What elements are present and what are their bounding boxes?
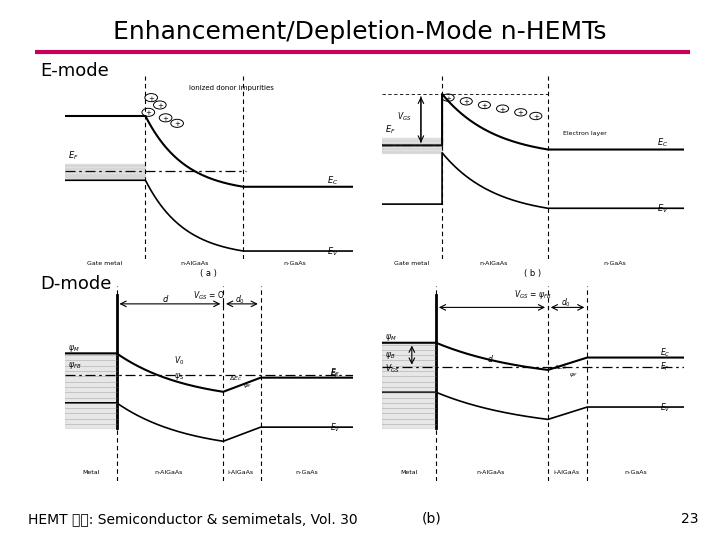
Text: n-GaAs: n-GaAs — [284, 261, 307, 266]
Text: $d$: $d$ — [162, 293, 169, 304]
Text: +: + — [145, 110, 151, 116]
Text: +: + — [148, 96, 154, 102]
Text: HEMT 관련: Semiconductor & semimetals, Vol. 30: HEMT 관련: Semiconductor & semimetals, Vol… — [28, 512, 358, 526]
Text: $\psi_S$: $\psi_S$ — [174, 371, 184, 382]
Text: n-GaAs: n-GaAs — [624, 470, 647, 475]
Text: Ionized donor impurities: Ionized donor impurities — [189, 85, 274, 91]
Text: i-AlGaAs: i-AlGaAs — [553, 470, 579, 475]
Text: Enhancement/Depletion-Mode n-HEMTs: Enhancement/Depletion-Mode n-HEMTs — [113, 20, 607, 44]
Text: $V_0$: $V_0$ — [174, 355, 184, 367]
Text: +: + — [157, 103, 163, 109]
Text: D-mode: D-mode — [40, 275, 112, 293]
Text: $E_V$: $E_V$ — [660, 402, 670, 414]
Text: $\psi_B$: $\psi_B$ — [384, 350, 395, 361]
Text: $d_0$: $d_0$ — [561, 296, 571, 309]
Text: +: + — [518, 110, 523, 116]
Text: n-AlGaAs: n-AlGaAs — [476, 470, 505, 475]
Text: n-AlGaAs: n-AlGaAs — [180, 261, 209, 266]
Text: Gate metal: Gate metal — [395, 261, 429, 266]
Text: +: + — [464, 99, 469, 105]
Text: $E_F$: $E_F$ — [68, 150, 78, 162]
Text: $\psi_{FB}$: $\psi_{FB}$ — [68, 361, 81, 372]
Text: $\Delta E_C$: $\Delta E_C$ — [229, 374, 242, 383]
Text: (b): (b) — [422, 512, 442, 526]
Text: ( a ): ( a ) — [200, 269, 217, 278]
Text: E-mode: E-mode — [40, 62, 109, 80]
Text: n-GaAs: n-GaAs — [603, 261, 626, 266]
Text: $E_V$: $E_V$ — [657, 203, 669, 215]
Text: $E_C$: $E_C$ — [327, 174, 338, 187]
Text: 23: 23 — [680, 512, 698, 526]
Text: $E_F$: $E_F$ — [384, 124, 395, 136]
Text: +: + — [482, 103, 487, 109]
Text: $d$: $d$ — [487, 353, 494, 364]
Text: Electron layer: Electron layer — [563, 131, 607, 136]
Text: $E_C$: $E_C$ — [657, 137, 668, 150]
Text: +: + — [445, 96, 451, 102]
Text: $\psi_M$: $\psi_M$ — [384, 332, 396, 343]
Text: Metal: Metal — [400, 470, 418, 475]
Text: $E_C$: $E_C$ — [330, 367, 341, 380]
Text: n-GaAs: n-GaAs — [295, 470, 318, 475]
Text: $E_F$: $E_F$ — [660, 360, 670, 373]
Text: n-AlGaAs: n-AlGaAs — [154, 470, 183, 475]
Text: $\psi_F$: $\psi_F$ — [243, 382, 252, 390]
Text: $E_V$: $E_V$ — [330, 422, 341, 434]
Text: $V_{GS}$ = $\psi_{FB}$: $V_{GS}$ = $\psi_{FB}$ — [514, 288, 552, 301]
Text: Gate metal: Gate metal — [88, 261, 122, 266]
Text: $\psi_M$: $\psi_M$ — [68, 343, 79, 354]
Text: Metal: Metal — [82, 470, 99, 475]
Text: $V_{GS}$: $V_{GS}$ — [384, 362, 399, 375]
Text: n-AlGaAs: n-AlGaAs — [480, 261, 508, 266]
Text: $\psi_F$: $\psi_F$ — [569, 372, 577, 379]
Text: i-AlGaAs: i-AlGaAs — [228, 470, 253, 475]
Text: $d_0$: $d_0$ — [235, 293, 246, 306]
Text: +: + — [163, 116, 168, 122]
Text: +: + — [500, 106, 505, 112]
Text: $\Delta E_C$: $\Delta E_C$ — [554, 363, 567, 372]
Text: $E_F$: $E_F$ — [330, 367, 340, 380]
Text: +: + — [174, 122, 180, 127]
Text: $V_{GS}$: $V_{GS}$ — [397, 111, 411, 123]
Text: $E_C$: $E_C$ — [660, 347, 670, 359]
Text: $V_{GS}$ = O: $V_{GS}$ = O — [193, 289, 225, 302]
Text: ( b ): ( b ) — [524, 269, 541, 278]
Text: +: + — [533, 114, 539, 120]
Text: $E_V$: $E_V$ — [327, 246, 338, 258]
